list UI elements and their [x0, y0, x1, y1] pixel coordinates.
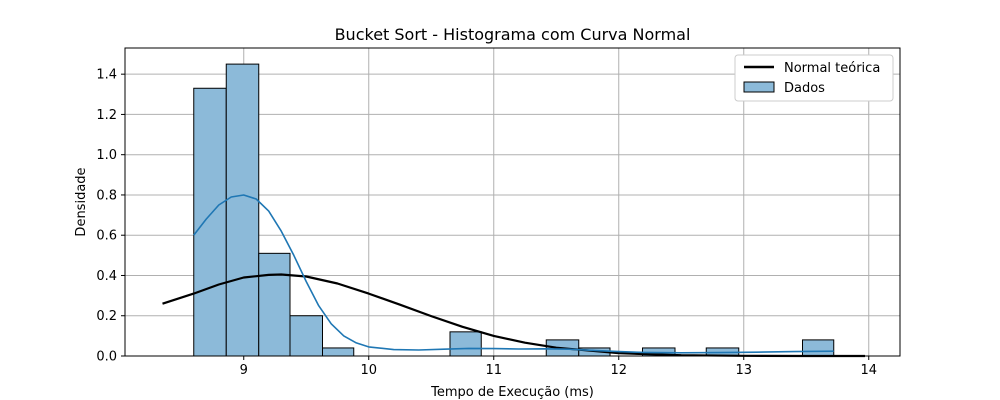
y-tick-label: 0.2: [96, 309, 117, 324]
y-tick-label: 0.0: [96, 350, 117, 365]
legend-normal-label: Normal teórica: [784, 61, 880, 76]
legend: Normal teórica Dados: [734, 54, 894, 102]
y-tick-label: 1.2: [96, 108, 117, 123]
normal-curve-line: [162, 273, 865, 358]
kde-curve-line: [193, 194, 834, 354]
legend-dados-swatch: [743, 81, 775, 93]
x-tick-label: 11: [485, 363, 502, 378]
histogram-bar: [449, 331, 482, 357]
histogram-bar: [322, 347, 355, 357]
y-axis-ticks: 0.0 0.2 0.4 0.6 0.8 1.0 1.2 1.4: [96, 68, 125, 365]
x-tick-label: 14: [860, 363, 877, 378]
plot-frame: [124, 47, 901, 357]
y-tick-label: 0.6: [96, 229, 117, 244]
x-tick-label: 10: [360, 363, 377, 378]
histogram-bar: [289, 315, 323, 357]
y-tick-label: 0.4: [96, 269, 117, 284]
x-tick-label: 12: [610, 363, 627, 378]
x-axis-ticks: 9 10 11 12 13 14: [240, 356, 877, 378]
y-tick-label: 1.0: [96, 148, 117, 163]
histogram-bar: [258, 252, 291, 357]
histogram-bar: [802, 339, 835, 357]
y-axis-label: Densidade: [74, 167, 89, 236]
x-tick-label: 13: [735, 363, 752, 378]
histogram-bar: [225, 63, 260, 357]
legend-dados-label: Dados: [784, 81, 825, 96]
chart-title: Bucket Sort - Histograma com Curva Norma…: [335, 25, 691, 44]
y-tick-label: 0.8: [96, 188, 117, 203]
series-lines: [162, 194, 865, 358]
x-axis-label: Tempo de Execução (ms): [430, 385, 594, 400]
x-tick-label: 9: [240, 363, 248, 378]
y-tick-label: 1.4: [96, 68, 117, 83]
histogram-bar: [193, 87, 227, 357]
